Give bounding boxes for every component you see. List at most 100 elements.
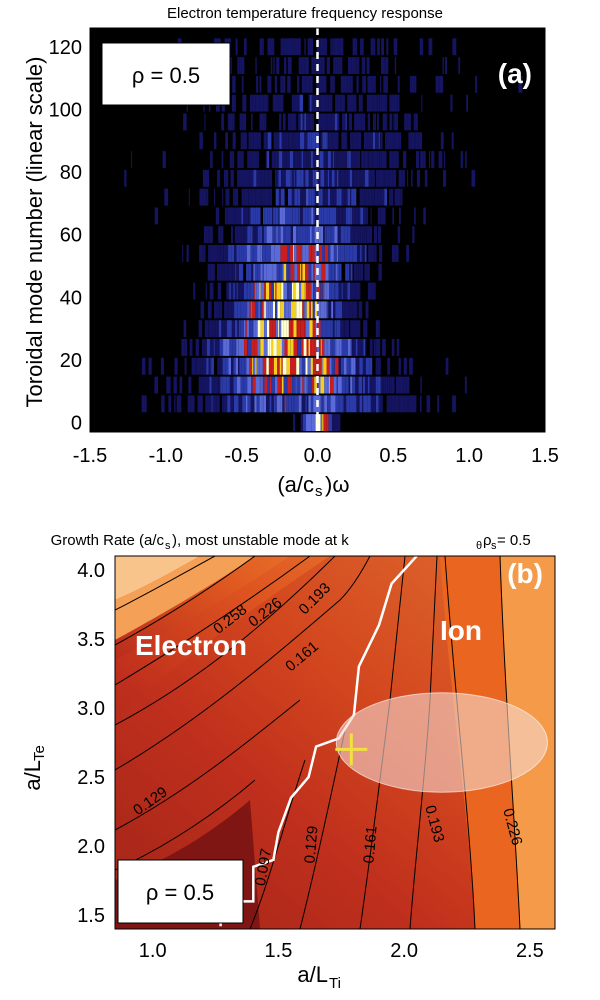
heatmap-cell: [232, 188, 235, 206]
heatmap-cell: [320, 38, 324, 56]
heatmap-cell: [319, 339, 321, 356]
heatmap-cell: [280, 376, 282, 394]
heatmap-cell: [366, 188, 369, 206]
heatmap-cell: [299, 301, 303, 319]
heatmap-cell: [391, 151, 394, 168]
heatmap-cell: [256, 169, 259, 187]
heatmap-cell: [254, 339, 258, 356]
heatmap-cell: [435, 75, 439, 93]
heatmap-cell: [184, 357, 187, 375]
heatmap-cell: [378, 395, 382, 413]
heatmap-cell: [144, 395, 147, 413]
heatmap-cell: [358, 57, 360, 74]
heatmap-cell: [196, 357, 198, 375]
heatmap-cell: [273, 301, 276, 319]
heatmap-cell: [340, 320, 344, 338]
heatmap-cell: [233, 376, 237, 394]
heatmap-cell: [222, 320, 225, 338]
heatmap-cell: [258, 301, 260, 319]
heatmap-cell: [348, 151, 351, 168]
heatmap-cell: [241, 75, 244, 93]
heatmap-cell: [294, 395, 298, 413]
heatmap-cell: [303, 169, 306, 187]
panel-a-frame: [89, 27, 546, 433]
heatmap-cell: [438, 151, 443, 168]
heatmap-cell: [353, 188, 357, 206]
heatmap-cell: [229, 151, 233, 168]
heatmap-cell: [239, 263, 241, 281]
heatmap-cell: [389, 151, 392, 168]
heatmap-cell: [278, 94, 282, 112]
heatmap-cell: [328, 263, 332, 281]
heatmap-cell: [263, 301, 265, 319]
heatmap-cell: [335, 113, 338, 131]
heatmap-cell: [341, 113, 346, 131]
heatmap-cell: [256, 151, 259, 168]
panel-a-y-ticks: 0 20 40 60 80 100 120: [49, 37, 82, 435]
heatmap-cell: [380, 376, 383, 394]
heatmap-cell: [282, 151, 286, 168]
heatmap-cell: [300, 245, 303, 262]
heatmap-cell: [222, 188, 224, 206]
heatmap-cell: [323, 169, 325, 187]
heatmap-cell: [210, 151, 213, 168]
heatmap-cell: [250, 301, 252, 319]
heatmap-cell: [217, 357, 220, 375]
heatmap-cell: [313, 188, 315, 206]
heatmap-cell: [224, 207, 227, 225]
heatmap-cell: [342, 395, 344, 413]
heatmap-cell: [237, 169, 241, 187]
heatmap-cell: [255, 357, 257, 375]
heatmap-cell: [294, 245, 297, 262]
heatmap-cell: [233, 357, 236, 375]
heatmap-cell: [369, 132, 373, 150]
y-tick-label: 100: [49, 99, 82, 121]
heatmap-cell: [314, 207, 319, 225]
heatmap-cell: [335, 339, 337, 356]
heatmap-cell: [399, 376, 404, 394]
heatmap-cell: [300, 414, 303, 431]
heatmap-cell: [276, 339, 281, 356]
heatmap-cell: [387, 376, 390, 394]
heatmap-cell: [235, 263, 237, 281]
heatmap-cell: [227, 113, 229, 131]
heatmap-cell: [338, 151, 343, 168]
heatmap-cell: [227, 188, 230, 206]
heatmap-cell: [282, 263, 284, 281]
panel-b-frame: [114, 555, 556, 930]
heatmap-cell: [351, 207, 355, 225]
heatmap-cell: [352, 339, 354, 356]
heatmap-cell: [299, 94, 303, 112]
heatmap-cell: [398, 169, 403, 187]
heatmap-cell: [267, 245, 271, 262]
heatmap-cell: [209, 282, 214, 300]
heatmap-cell: [239, 207, 242, 225]
heatmap-cell: [384, 57, 386, 74]
heatmap-cell: [236, 263, 239, 281]
heatmap-cell: [312, 357, 314, 375]
heatmap-cell: [237, 151, 239, 168]
heatmap-cell: [394, 113, 398, 131]
heatmap-cell: [237, 226, 241, 244]
heatmap-cell: [238, 339, 241, 356]
heatmap-cell: [334, 320, 336, 338]
heatmap-cell: [327, 113, 330, 131]
heatmap-cell: [241, 57, 245, 74]
heatmap-cell: [373, 132, 375, 150]
heatmap-cell: [310, 301, 313, 319]
heatmap-cell: [387, 357, 391, 375]
heatmap-cell: [308, 395, 311, 413]
heatmap-cell: [265, 207, 268, 225]
heatmap-cell: [249, 282, 251, 300]
heatmap-cell: [380, 207, 385, 225]
heatmap-cell: [367, 376, 370, 394]
heatmap-cell: [204, 339, 207, 356]
heatmap-cell: [361, 57, 363, 74]
heatmap-cell: [355, 282, 360, 300]
heatmap-cell: [261, 188, 263, 206]
heatmap-cell: [373, 169, 375, 187]
heatmap-cell: [320, 263, 322, 281]
heatmap-cell: [370, 207, 372, 225]
heatmap-cell: [389, 376, 392, 394]
panel-b-title-sub2: θ: [476, 540, 482, 552]
